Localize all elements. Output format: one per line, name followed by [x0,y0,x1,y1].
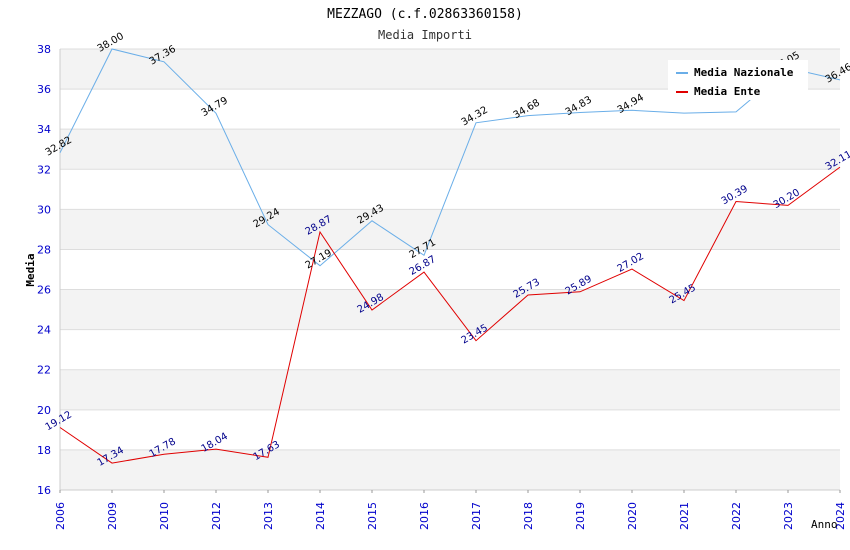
grid-band [60,289,840,330]
grid-band [60,129,840,170]
x-tick-label: 2019 [574,502,587,530]
y-tick-label: 24 [37,324,51,337]
x-tick-label: 2022 [730,502,743,530]
x-tick-label: 2023 [782,502,795,530]
series-lines [59,48,841,464]
x-tick-labels: 2006 2009 2010 2012 2013 2014 2015 2016 2017 2018… [54,502,847,530]
grid-band [60,369,840,410]
data-label: 30.20 [772,187,802,211]
axes [59,49,841,493]
data-label: 27.02 [616,251,646,275]
y-tick-label: 28 [37,243,51,256]
x-tick-label: 2016 [418,502,431,530]
chart-title: MEZZAGO (c.f.02863360158) [327,7,523,22]
legend-label: Media Ente [694,85,761,98]
x-tick-label: 2010 [158,502,171,530]
x-tick-label: 2013 [262,502,275,530]
x-tick-label: 2018 [522,502,535,530]
x-tick-label: 2024 [834,502,847,530]
legend: Media Nazionale Media Ente [668,60,808,100]
data-label: 34.68 [512,97,542,121]
y-tick-label: 16 [37,484,51,497]
y-tick-label: 20 [37,404,51,417]
y-tick-label: 30 [37,203,51,216]
x-axis-title: Anno [811,518,838,531]
x-tick-label: 2006 [54,502,67,530]
data-label: 34.79 [200,95,230,119]
series-line-media-nazionale [59,48,841,267]
x-tick-label: 2015 [366,502,379,530]
chart-subtitle: Media Importi [378,28,472,42]
series-line-media-ente [59,166,841,464]
y-tick-label: 38 [37,43,51,56]
y-tick-label: 32 [37,163,51,176]
y-tick-label: 22 [37,364,51,377]
y-axis-title: Media [24,253,37,286]
x-tick-label: 2017 [470,502,483,530]
legend-label: Media Nazionale [694,66,794,79]
y-tick-label: 36 [37,83,51,96]
legend-box [668,60,808,100]
grid-band [60,209,840,250]
x-tick-label: 2012 [210,502,223,530]
y-tick-label: 18 [37,444,51,457]
y-tick-label: 26 [37,284,51,297]
grid-band [60,449,840,490]
data-label: 27.19 [304,248,334,272]
data-label: 34.94 [616,92,646,116]
y-tick-label: 34 [37,123,51,136]
grid-lines [60,48,840,491]
x-tick-label: 2020 [626,502,639,530]
data-label: 34.83 [564,94,594,118]
x-tick-label: 2014 [314,502,327,530]
y-tick-labels: 16 18 20 22 24 26 28 30 32 34 36 38 [37,43,51,497]
x-tick-label: 2009 [106,502,119,530]
grid-bands [60,49,840,490]
x-tick-label: 2021 [678,502,691,530]
